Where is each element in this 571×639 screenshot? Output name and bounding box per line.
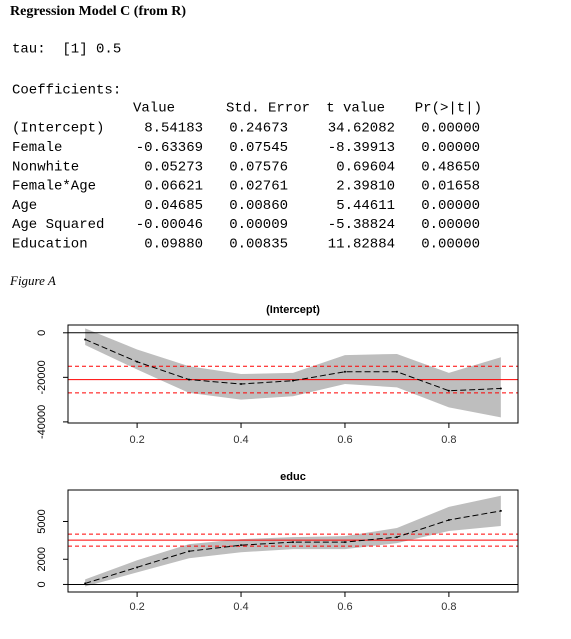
- row-name: Nonwhite: [12, 159, 79, 175]
- confidence-band: [85, 328, 501, 418]
- row-name: Female*Age: [12, 179, 96, 195]
- cell: 0.00000: [421, 217, 480, 233]
- row-name: Age: [12, 198, 37, 214]
- x-tick-label: 0.4: [233, 434, 248, 446]
- tau: tau: [1] 0.5: [12, 42, 121, 58]
- row-name: Female: [12, 140, 62, 156]
- cell: 0.48650: [421, 159, 480, 175]
- estimate-point: [240, 544, 243, 547]
- figure-label: Figure A: [9, 273, 56, 288]
- column-header: Std. Error: [226, 101, 310, 117]
- cell: 0.05273: [144, 159, 203, 175]
- estimate-point: [188, 550, 191, 553]
- coefficients-title: Coefficients:: [12, 83, 121, 99]
- cell: 0.02761: [229, 179, 288, 195]
- cell: 0.00000: [421, 198, 480, 214]
- x-tick-label: 0.4: [233, 601, 248, 613]
- y-tick-label: 0: [36, 330, 48, 336]
- y-tick-label: 2000: [36, 547, 48, 571]
- y-tick-label: -20000: [36, 360, 48, 394]
- column-header: Pr(>|t|): [415, 101, 482, 117]
- x-tick-label: 0.2: [129, 601, 144, 613]
- estimate-point: [136, 360, 139, 363]
- estimate-line: [84, 510, 501, 584]
- cell: 0.07545: [229, 140, 288, 156]
- estimate-point: [343, 370, 346, 373]
- column-header: Value: [133, 101, 175, 117]
- estimate-point: [395, 536, 398, 539]
- y-tick-label: -40000: [36, 405, 48, 439]
- estimate-point: [395, 370, 398, 373]
- confidence-band: [85, 495, 501, 587]
- x-tick-label: 0.8: [441, 434, 456, 446]
- cell: 0.00835: [229, 237, 288, 253]
- row-name: Age Squared: [12, 217, 104, 233]
- estimate-point: [188, 378, 191, 381]
- estimate-point: [343, 541, 346, 544]
- cell: 0.00000: [421, 237, 480, 253]
- cell: 11.82884: [328, 237, 395, 253]
- chart-title: (Intercept): [266, 304, 320, 316]
- cell: -5.38824: [328, 217, 395, 233]
- cell: 0.06621: [144, 179, 203, 195]
- estimate-point: [447, 518, 450, 521]
- cell: 8.54183: [144, 121, 203, 137]
- estimate-point: [136, 566, 139, 569]
- cell: 5.44611: [336, 198, 395, 214]
- title: Regression Model C (from R): [10, 4, 186, 19]
- cell: 0.00009: [229, 217, 288, 233]
- cell: 0.00860: [229, 198, 288, 214]
- y-tick-label: 5000: [36, 509, 48, 533]
- plot-frame: [67, 489, 519, 593]
- cell: -8.39913: [328, 140, 395, 156]
- cell: -0.00046: [136, 217, 203, 233]
- estimate-point: [499, 509, 502, 512]
- cell: 0.07576: [229, 159, 288, 175]
- cell: 0.69604: [336, 159, 395, 175]
- estimate-point: [292, 379, 294, 382]
- cell: 0.24673: [229, 121, 288, 137]
- estimate-point: [240, 383, 243, 386]
- column-header: t value: [326, 101, 385, 117]
- estimate-point: [84, 582, 87, 585]
- x-tick-label: 0.6: [337, 601, 352, 613]
- plot-frame: [67, 324, 519, 424]
- estimate-point: [499, 387, 502, 390]
- cell: 0.04685: [144, 198, 203, 214]
- chart-title: educ: [280, 471, 306, 483]
- cell: 0.01658: [421, 179, 480, 195]
- x-tick-label: 0.6: [337, 434, 352, 446]
- cell: -0.63369: [136, 140, 203, 156]
- estimate-point: [447, 389, 450, 392]
- x-tick-label: 0.8: [441, 601, 456, 613]
- estimate-point: [84, 338, 87, 341]
- row-name: Education: [12, 237, 88, 253]
- cell: 0.00000: [421, 121, 480, 137]
- cell: 2.39810: [336, 179, 395, 195]
- estimate-line: [84, 339, 501, 392]
- estimate-point: [292, 541, 294, 544]
- cell: 34.62082: [328, 121, 395, 137]
- cell: 0.00000: [421, 140, 480, 156]
- x-tick-label: 0.2: [129, 434, 144, 446]
- cell: 0.09880: [144, 237, 203, 253]
- row-name: (Intercept): [12, 121, 104, 137]
- y-tick-label: 0: [36, 581, 48, 587]
